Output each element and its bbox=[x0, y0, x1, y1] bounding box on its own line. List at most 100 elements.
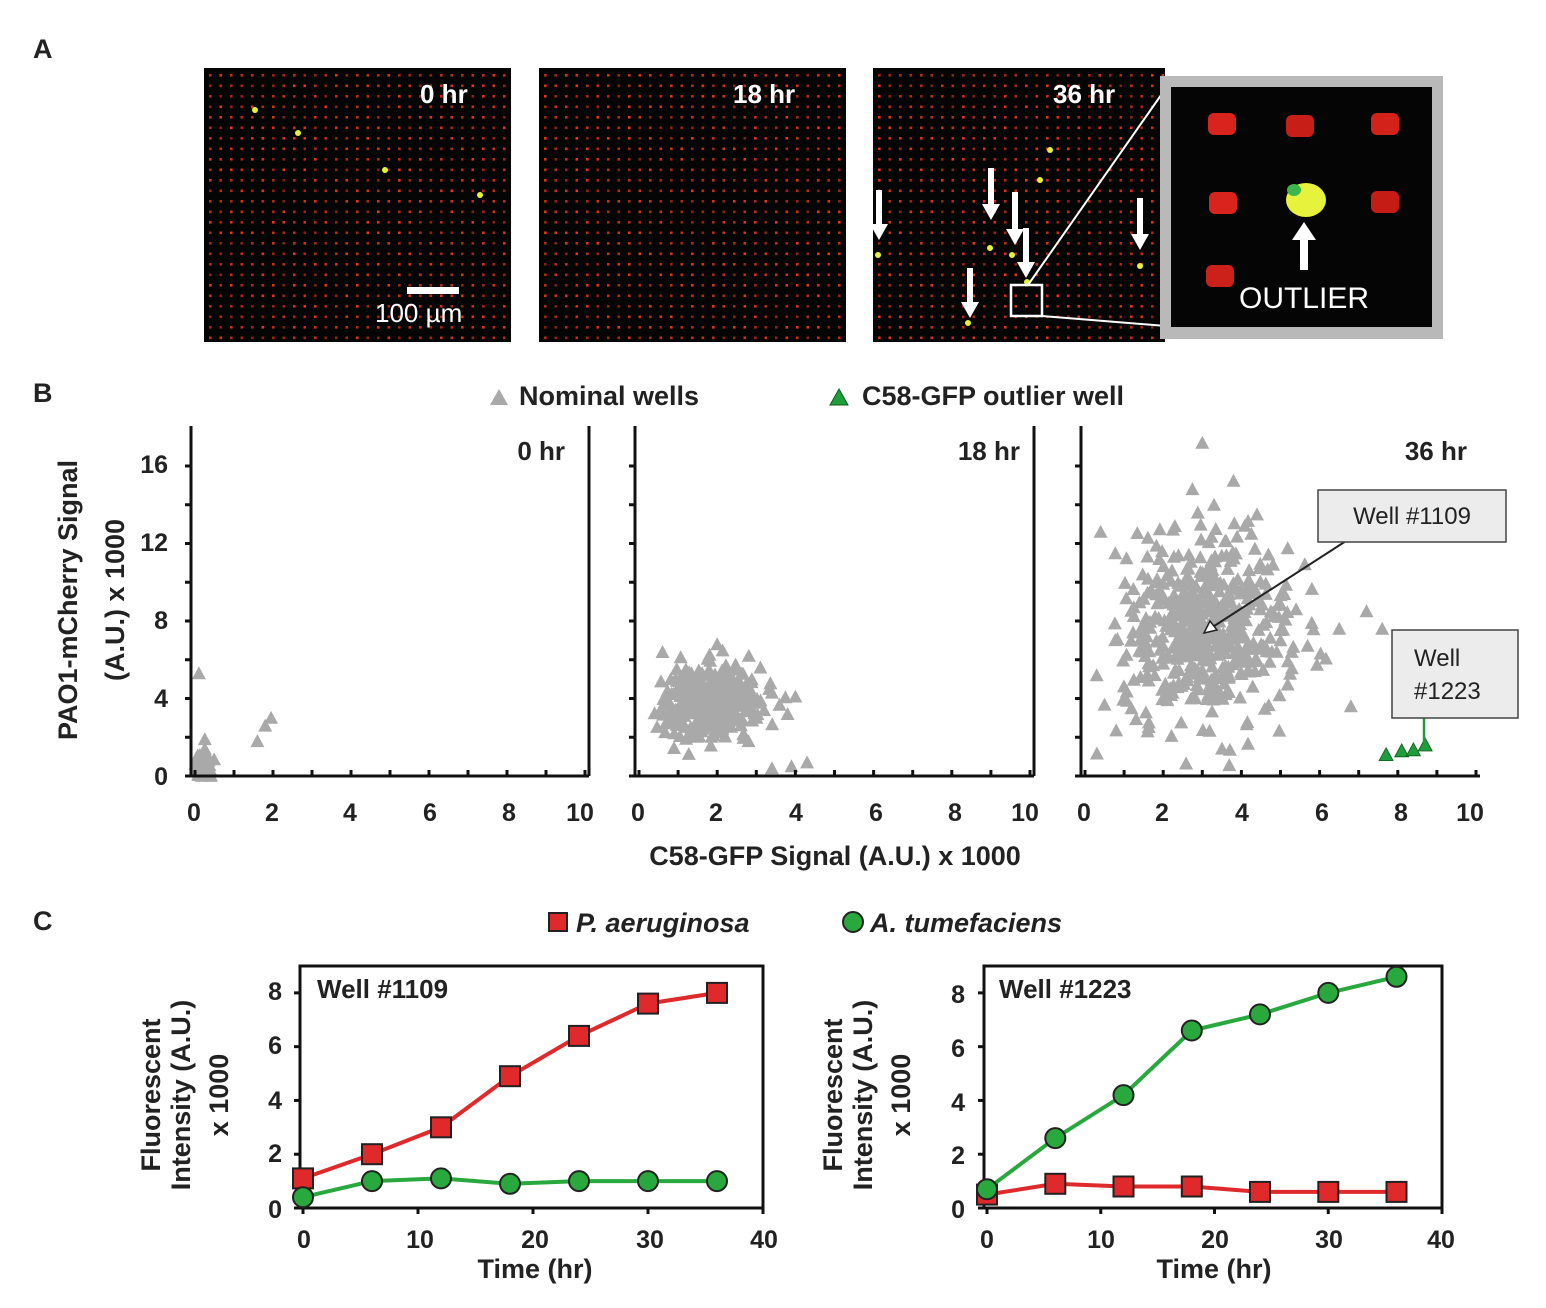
well-spot bbox=[261, 116, 265, 119]
nominal-well-point bbox=[1133, 622, 1148, 636]
well-spot bbox=[261, 168, 265, 172]
well-spot bbox=[303, 263, 307, 266]
well-spot bbox=[586, 95, 589, 98]
well-spot bbox=[1119, 168, 1123, 172]
well-spot bbox=[251, 105, 254, 109]
well-spot bbox=[377, 336, 380, 340]
well-spot bbox=[722, 147, 726, 151]
x-tick-label: 6 bbox=[423, 799, 437, 827]
well-spot bbox=[796, 336, 799, 340]
well-spot bbox=[1004, 315, 1007, 319]
well-spot bbox=[596, 179, 600, 182]
well-spot bbox=[492, 137, 496, 140]
well-spot bbox=[1119, 158, 1123, 161]
well-spot bbox=[607, 242, 610, 245]
well-spot bbox=[251, 116, 254, 119]
well-spot bbox=[951, 179, 955, 182]
well-spot bbox=[1004, 158, 1007, 161]
well-spot bbox=[1140, 273, 1144, 277]
well-spot bbox=[377, 273, 380, 277]
well-spot bbox=[282, 158, 286, 161]
well-spot bbox=[920, 336, 923, 340]
well-spot bbox=[1088, 147, 1091, 151]
well-spot bbox=[554, 158, 558, 161]
well-spot bbox=[1109, 315, 1112, 319]
well-spot bbox=[377, 326, 380, 329]
well-spot bbox=[1109, 116, 1112, 119]
well-spot bbox=[544, 263, 547, 266]
well-spot bbox=[429, 263, 433, 266]
well-spot bbox=[972, 231, 976, 235]
well-spot bbox=[387, 294, 391, 298]
well-spot bbox=[1025, 336, 1028, 340]
nominal-well-point bbox=[1165, 563, 1179, 577]
well-spot bbox=[492, 315, 496, 319]
well-spot bbox=[575, 231, 579, 235]
nominal-well-point bbox=[1158, 676, 1173, 690]
y-axis-label-line1: Fluorescent bbox=[136, 1018, 166, 1171]
pa-data-point bbox=[1385, 1180, 1408, 1203]
well-spot bbox=[482, 263, 485, 266]
well-spot bbox=[659, 252, 663, 256]
well-spot bbox=[366, 252, 370, 256]
at-data-point bbox=[292, 1186, 314, 1209]
well-spot bbox=[596, 221, 600, 224]
x-tick-labels: 0 10 20 30 40 bbox=[297, 1226, 778, 1254]
nominal-well-point bbox=[650, 720, 665, 733]
well-spot bbox=[429, 147, 433, 151]
nominal-well-point bbox=[1142, 659, 1157, 673]
well-spot bbox=[817, 273, 820, 277]
well-spot bbox=[817, 189, 820, 193]
well-spot bbox=[482, 105, 485, 109]
well-spot bbox=[817, 305, 820, 308]
nominal-well-point bbox=[1240, 651, 1255, 665]
well-spot bbox=[230, 179, 233, 182]
x-axis-label: Time (hr) bbox=[477, 1254, 592, 1284]
well-spot bbox=[941, 158, 944, 161]
well-spot bbox=[649, 168, 652, 172]
pa-data-point bbox=[568, 1024, 590, 1047]
well-spot bbox=[1056, 305, 1060, 308]
well-spot bbox=[1140, 74, 1144, 77]
well-spot bbox=[649, 231, 652, 235]
well-spot bbox=[754, 137, 757, 140]
well-spot bbox=[419, 305, 422, 308]
well-spot bbox=[377, 147, 380, 151]
well-spot bbox=[1056, 74, 1060, 77]
well-spot bbox=[1067, 189, 1070, 193]
pa-data-point bbox=[1317, 1180, 1340, 1203]
well-spot bbox=[408, 231, 412, 235]
well-spot bbox=[806, 168, 810, 172]
well-spot bbox=[617, 168, 621, 172]
x-tick-label: 8 bbox=[502, 799, 516, 827]
scale-bar bbox=[407, 287, 459, 294]
well-spot bbox=[649, 116, 652, 119]
well-spot bbox=[586, 105, 589, 109]
well-spot bbox=[1140, 105, 1144, 109]
well-spot bbox=[796, 84, 799, 88]
well-spot bbox=[941, 95, 944, 98]
well-spot bbox=[1046, 210, 1049, 214]
well-spot bbox=[440, 200, 443, 203]
well-spot bbox=[899, 263, 902, 266]
well-spot bbox=[209, 189, 212, 193]
scatter-marks bbox=[1089, 435, 1433, 772]
well-spot bbox=[387, 200, 391, 203]
well-spot bbox=[398, 221, 401, 224]
well-spot bbox=[962, 189, 965, 193]
well-spot bbox=[878, 95, 881, 98]
well-spot bbox=[1109, 294, 1112, 298]
well-spot bbox=[638, 84, 642, 88]
outlier-spot bbox=[1037, 177, 1043, 183]
x-tick-label: 0 bbox=[187, 799, 201, 827]
well-spot bbox=[775, 242, 778, 245]
well-spot bbox=[251, 305, 254, 308]
well-spot bbox=[1025, 326, 1028, 329]
well-spot bbox=[565, 105, 568, 109]
well-spot bbox=[356, 105, 359, 109]
well-spot bbox=[461, 263, 464, 266]
well-spot bbox=[419, 137, 422, 140]
well-spot bbox=[951, 252, 955, 256]
nominal-well-point bbox=[1221, 637, 1236, 651]
nominal-well-point bbox=[1183, 658, 1198, 672]
